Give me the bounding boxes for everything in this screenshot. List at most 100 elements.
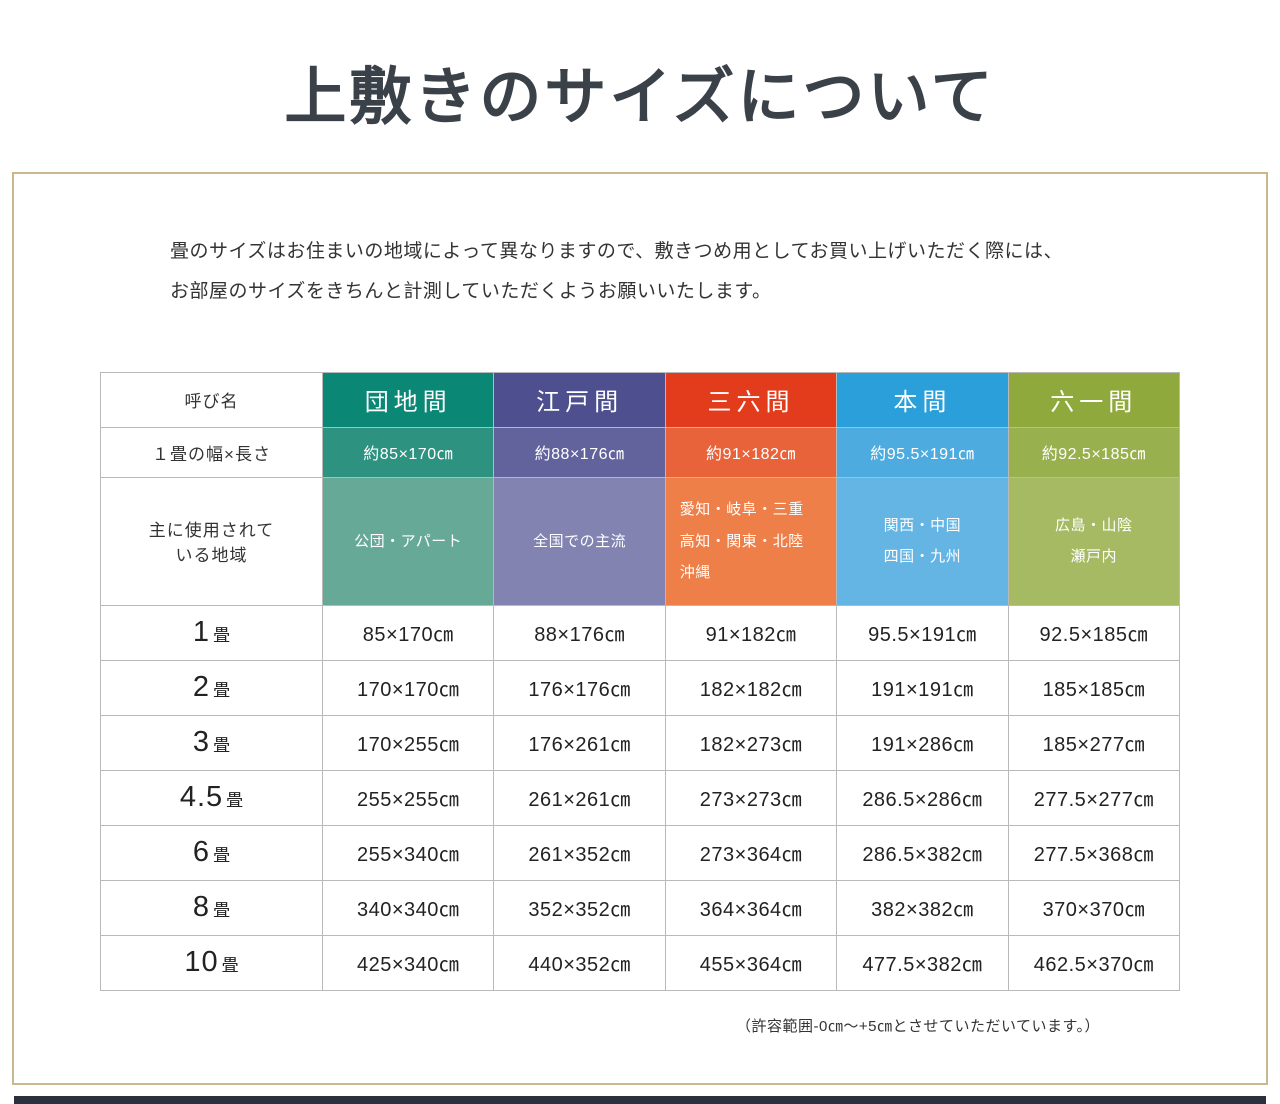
intro-text: 畳のサイズはお住まいの地域によって異なりますので、敷きつめ用としてお買い上げいた… [170,232,1226,312]
size-value-cell: 261×261㎝ [494,770,666,826]
row-label-unit: 畳 [213,901,231,921]
size-value-cell: 170×255㎝ [323,715,495,771]
region-line: 広島・山陰 [1055,516,1133,534]
table-row-tatami-size: １畳の幅×長さ 約85×170㎝ 約88×176㎝ 約91×182㎝ 約95.5… [101,427,1180,478]
tolerance-footnote: （許容範囲-0㎝〜+5㎝とさせていただいています。） [736,1017,1100,1035]
size-value-cell: 273×273㎝ [665,770,838,826]
size-value-cell: 92.5×185㎝ [1008,605,1180,661]
size-value-cell: 191×286㎝ [837,715,1009,771]
size-value-cell: 382×382㎝ [837,880,1009,936]
size-value-cell: 95.5×191㎝ [837,605,1009,661]
size-value-cell: 85×170㎝ [323,605,495,661]
size-cell-saburokuma: 約91×182㎝ [665,427,838,478]
row-label-number: 8 [192,891,211,924]
size-value-cell: 477.5×382㎝ [837,935,1009,991]
size-value-cell: 425×340㎝ [323,935,495,991]
column-header-danchima: 団地間 [323,372,495,428]
region-line: 沖縄 [679,564,711,582]
size-value-cell: 277.5×368㎝ [1008,825,1180,881]
row-label-number: 2 [192,671,211,704]
table-row-10jo: 10 畳 425×340㎝ 440×352㎝ 455×364㎝ 477.5×382… [101,935,1180,991]
row-label-number: 3 [192,726,211,759]
size-cell-rokuichima: 約92.5×185㎝ [1008,427,1180,478]
row-header-region-line2: いる地域 [175,546,248,566]
size-value-cell: 340×340㎝ [323,880,495,936]
size-value-cell: 185×185㎝ [1008,660,1180,716]
size-value-cell: 182×273㎝ [665,715,838,771]
row-label-unit: 畳 [213,626,231,646]
region-line: 関西・中国 [883,516,962,534]
row-label-unit: 畳 [221,956,239,976]
size-value-cell: 176×261㎝ [494,715,666,771]
size-value-cell: 286.5×286㎝ [837,770,1009,826]
row-header-region-line1: 主に使用されて [148,521,275,541]
size-value-cell: 261×352㎝ [494,825,666,881]
region-line: 公団・アパート [354,532,463,550]
size-value-cell: 286.5×382㎝ [837,825,1009,881]
size-value-cell: 185×277㎝ [1008,715,1180,771]
size-value-cell: 255×255㎝ [323,770,495,826]
region-line: 愛知・岐阜・三重 [679,501,804,519]
intro-line-2: お部屋のサイズをきちんと計測していただくようお願いいたします。 [170,280,772,302]
size-value-cell: 91×182㎝ [665,605,838,661]
size-value-cell: 170×170㎝ [323,660,495,716]
row-label-10jo: 10 畳 [101,935,323,991]
size-value-cell: 273×364㎝ [665,825,838,881]
table-row-regions: 主に使用されて いる地域 公団・アパート 全国での主流 愛知・岐阜・三重 高知・… [101,477,1180,606]
row-label-4-5jo: 4.5 畳 [101,770,323,826]
row-label-number: 1 [192,616,211,649]
size-value-cell: 455×364㎝ [665,935,838,991]
size-value-cell: 176×176㎝ [494,660,666,716]
content-frame: 畳のサイズはお住まいの地域によって異なりますので、敷きつめ用としてお買い上げいた… [12,172,1268,1085]
size-value-cell: 462.5×370㎝ [1008,935,1180,991]
region-line: 四国・九州 [883,548,962,566]
size-cell-danchima: 約85×170㎝ [323,427,495,478]
region-cell-honma: 関西・中国 四国・九州 [837,477,1009,606]
page-title: 上敷きのサイズについて [284,64,996,132]
region-cell-edoma: 全国での主流 [494,477,666,606]
size-cell-honma: 約95.5×191㎝ [837,427,1009,478]
size-value-cell: 440×352㎝ [494,935,666,991]
size-value-cell: 364×364㎝ [665,880,838,936]
size-value-cell: 255×340㎝ [323,825,495,881]
size-value-cell: 88×176㎝ [494,605,666,661]
row-label-unit: 畳 [213,736,231,756]
next-section-edge [14,1096,1266,1104]
column-header-rokuichima: 六一間 [1008,372,1180,428]
region-cell-rokuichima: 広島・山陰 瀬戸内 [1008,477,1180,606]
row-header-region: 主に使用されて いる地域 [101,477,323,606]
size-value-cell: 370×370㎝ [1008,880,1180,936]
table-row-4-5jo: 4.5 畳 255×255㎝ 261×261㎝ 273×273㎝ 286.5×28… [101,770,1180,826]
region-cell-danchima: 公団・アパート [323,477,495,606]
row-header-name: 呼び名 [101,372,323,428]
size-value-cell: 277.5×277㎝ [1008,770,1180,826]
row-label-unit: 畳 [213,846,231,866]
size-value-cell: 191×191㎝ [837,660,1009,716]
row-label-number: 4.5 [179,781,224,814]
intro-line-1: 畳のサイズはお住まいの地域によって異なりますので、敷きつめ用としてお買い上げいた… [170,241,1064,262]
row-label-number: 10 [184,946,219,979]
row-label-unit: 畳 [226,791,244,811]
size-cell-edoma: 約88×176㎝ [494,427,666,478]
tatami-size-table: 呼び名 団地間 江戸間 三六間 本間 六一間 １畳の幅×長さ 約85×170㎝ … [100,371,1180,991]
size-value-cell: 182×182㎝ [665,660,838,716]
region-line: 高知・関東・北陸 [679,532,804,550]
region-cell-saburokuma: 愛知・岐阜・三重 高知・関東・北陸 沖縄 [665,477,838,606]
column-header-saburokuma: 三六間 [665,372,838,428]
region-line: 瀬戸内 [1070,548,1118,566]
table-row-column-names: 呼び名 団地間 江戸間 三六間 本間 六一間 [101,372,1180,428]
row-label-number: 6 [192,836,211,869]
row-label-unit: 畳 [213,681,231,701]
size-value-cell: 352×352㎝ [494,880,666,936]
column-header-edoma: 江戸間 [494,372,666,428]
